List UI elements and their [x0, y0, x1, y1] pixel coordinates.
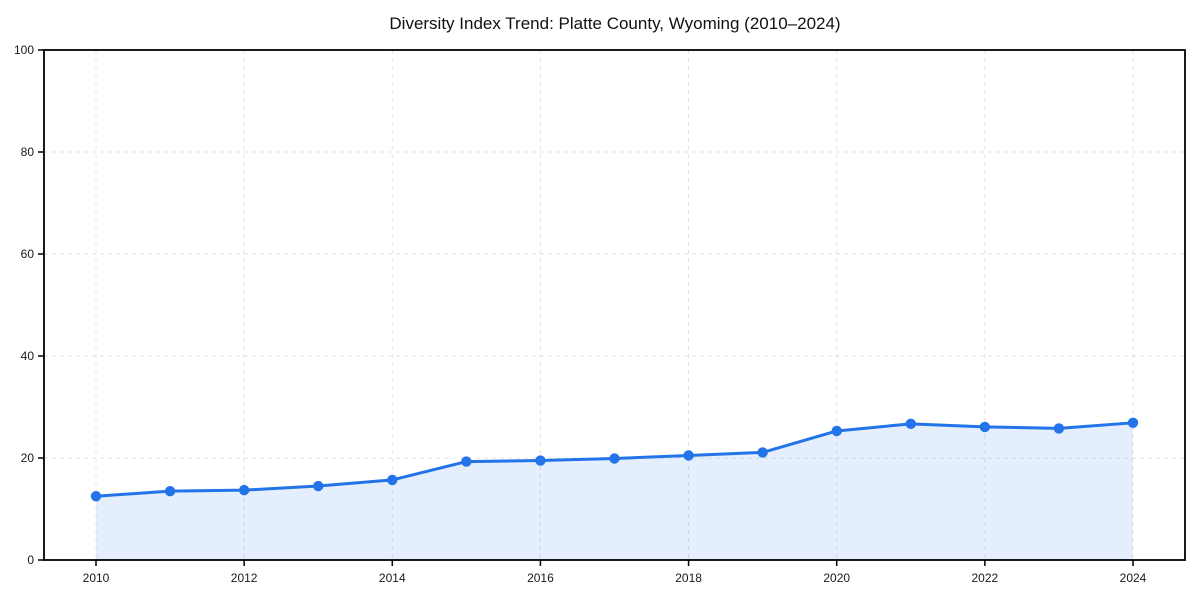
x-tick-label-2014: 2014: [379, 571, 406, 585]
x-axis-tick-labels: 2010 2012 2014 2016 2018 2020 2022 2024: [83, 571, 1147, 585]
y-tick-label-80: 80: [21, 145, 35, 159]
x-tick-label-2016: 2016: [527, 571, 554, 585]
x-tick-label-2018: 2018: [675, 571, 702, 585]
y-tick-label-100: 100: [14, 43, 34, 57]
x-tick-label-2020: 2020: [823, 571, 850, 585]
area-fill: [96, 422, 1133, 560]
x-tick-label-2012: 2012: [231, 571, 258, 585]
data-point-markers: [90, 417, 1139, 502]
x-tick-label-2024: 2024: [1120, 571, 1147, 585]
y-tick-label-0: 0: [27, 553, 34, 567]
axis-ticks: [38, 49, 1134, 566]
area-under-curve: [96, 422, 1133, 560]
y-tick-label-60: 60: [21, 247, 35, 261]
data-point-2019: [757, 447, 768, 458]
data-point-2017: [609, 453, 620, 464]
data-point-2022: [979, 421, 991, 433]
data-point-2010: [90, 491, 102, 502]
data-point-2021: [905, 418, 916, 430]
data-point-2023: [1053, 423, 1065, 434]
data-point-2013: [313, 480, 324, 492]
data-point-2015: [461, 456, 472, 467]
data-point-2024: [1127, 417, 1139, 429]
data-point-2018: [683, 450, 694, 461]
y-tick-label-40: 40: [21, 349, 35, 363]
data-point-2014: [387, 474, 398, 486]
y-axis-tick-labels: 0 20 40 60 80 100: [14, 43, 34, 567]
data-point-2020: [831, 425, 842, 437]
data-point-2012: [238, 484, 250, 496]
chart-title: Diversity Index Trend: Platte County, Wy…: [389, 14, 840, 33]
y-tick-label-20: 20: [21, 451, 35, 465]
plot-border: [43, 49, 1186, 561]
axes-border: [43, 49, 1186, 561]
data-point-2011: [164, 485, 176, 497]
x-tick-label-2022: 2022: [972, 571, 999, 585]
x-tick-label-2010: 2010: [83, 571, 110, 585]
data-point-2016: [535, 455, 546, 466]
